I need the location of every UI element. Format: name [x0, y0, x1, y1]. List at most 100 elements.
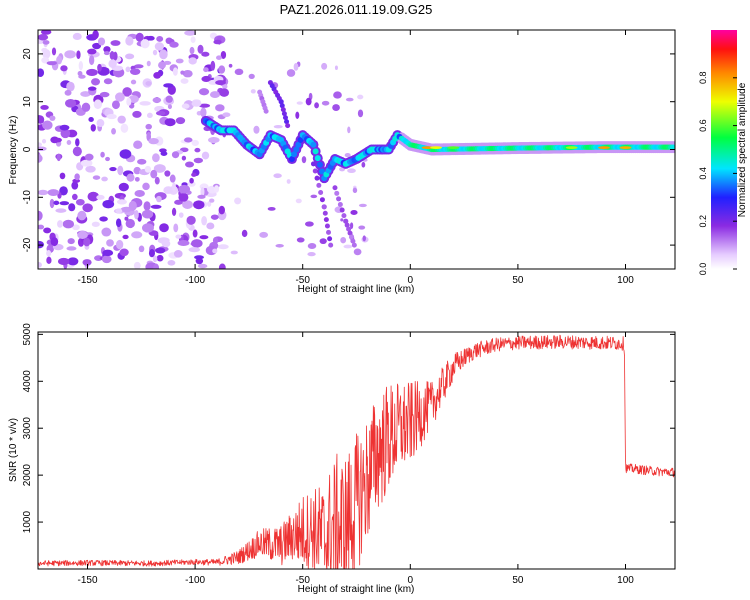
spectrogram-noise-blob [66, 246, 77, 251]
spectrogram-ridge-core [293, 146, 300, 153]
spectrogram-streak-blob [344, 222, 350, 228]
spectrogram-noise-blob [194, 255, 204, 260]
colorbar-label: Normalized spectral amplitude [737, 82, 748, 217]
spectrogram-noise-blob [67, 238, 75, 245]
spectrogram-noise-blob [178, 184, 191, 194]
spectrogram-noise-blob [307, 251, 316, 257]
spectrogram-noise-blob [38, 34, 49, 41]
spectrogram-noise-blob [57, 220, 64, 228]
spectrogram-noise-blob [115, 92, 125, 102]
spectrogram-noise-blob [163, 186, 174, 194]
spectrogram-x-tick-label: -150 [77, 275, 97, 286]
spectrogram-noise-blob [141, 209, 154, 219]
spectrogram-noise-blob [216, 55, 222, 60]
spectrogram-noise-blob [191, 172, 197, 177]
spectrogram-noise-blob [110, 40, 121, 46]
spectrogram-noise-blob [137, 158, 147, 165]
spectrogram-noise-blob [109, 51, 115, 60]
spectrogram-noise-blob [350, 210, 358, 215]
spectrogram-noise-blob [66, 140, 72, 145]
spectrogram-noise-blob [188, 247, 201, 253]
spectrogram-streak-blob [346, 226, 352, 232]
spectrogram-noise-blob [234, 197, 242, 205]
spectrogram-noise-blob [92, 175, 101, 180]
spectrogram-noise-blob [116, 199, 127, 205]
spectrogram-noise-blob [155, 247, 166, 254]
spectrogram-noise-blob [219, 88, 230, 97]
spectrogram-noise-blob [175, 117, 186, 125]
spectrogram-streak-blob [312, 168, 318, 174]
spectrogram-noise-blob [150, 204, 162, 209]
colorbar-tick-label: 0.8 [698, 72, 708, 85]
spectrogram-noise-blob [152, 153, 160, 163]
spectrogram-noise-blob [99, 216, 108, 222]
spectrogram-noise-blob [72, 193, 78, 201]
spectrogram-noise-blob [124, 216, 129, 221]
spectrogram-noise-blob [218, 263, 226, 269]
spectrogram-noise-blob [119, 248, 129, 257]
spectrogram-ridge-core [310, 141, 317, 148]
snr-y-tick-label: 5000 [22, 323, 33, 346]
spectrogram-streak-blob [336, 196, 342, 202]
spectrogram-noise-blob [53, 137, 62, 143]
spectrogram-noise-blob [135, 32, 144, 42]
snr-y-axis-label: SNR (10 * v/v) [8, 418, 19, 482]
spectrogram-ridge-core [288, 156, 295, 163]
spectrogram-noise-blob [155, 110, 166, 116]
spectrogram-noise-blob [215, 80, 226, 86]
spectrogram-noise-blob [201, 151, 210, 160]
spectrogram-noise-blob [85, 165, 96, 173]
spectrogram-streak-blob [314, 175, 320, 181]
spectrogram-noise-blob [75, 198, 85, 206]
spectrogram-noise-blob [164, 170, 171, 177]
spectrogram-noise-blob [67, 257, 79, 266]
spectrogram-noise-blob [195, 257, 204, 265]
spectrogram-noise-blob [112, 100, 120, 110]
spectrogram-noise-blob [86, 68, 98, 77]
snr-y-tick-label: 2000 [22, 464, 33, 487]
spectrogram-noise-blob [153, 164, 166, 173]
spectrogram-noise-blob [152, 97, 162, 103]
spectrogram-noise-blob [286, 179, 291, 184]
spectrogram-noise-blob [200, 107, 207, 118]
spectrogram-noise-blob [88, 55, 95, 66]
snr-x-tick-label: 0 [408, 575, 414, 586]
spectrogram-noise-blob [59, 124, 70, 131]
spectrogram-noise-blob [156, 36, 164, 42]
spectrogram-noise-blob [111, 128, 116, 135]
spectrogram-noise-blob [117, 165, 124, 176]
spectrogram-noise-blob [133, 64, 144, 69]
spectrogram-noise-blob [101, 176, 108, 182]
spectrogram-noise-blob [120, 123, 129, 133]
spectrogram-noise-blob [189, 177, 194, 184]
spectrogram-streak-blob [341, 213, 347, 219]
snr-series-line [38, 334, 675, 569]
spectrogram-noise-blob [78, 60, 84, 71]
spectrogram-noise-blob [201, 51, 210, 57]
spectrogram-noise-blob [46, 256, 52, 264]
spectrogram-noise-blob [41, 47, 48, 53]
snr-y-ticks: 1000 2000 3000 4000 5000 [22, 323, 675, 533]
spectrogram-noise-blob [184, 30, 197, 36]
spectrogram-noise-blob [184, 137, 193, 143]
spectrogram-streak-blob [351, 242, 357, 248]
spectrogram-noise-blob [40, 105, 49, 110]
snr-x-tick-label: -50 [295, 575, 310, 586]
spectrogram-noise-blob [125, 218, 135, 229]
spectrogram-noise-blob [122, 234, 129, 240]
spectrogram-noise-blob [175, 234, 182, 239]
spectrogram-noise-blob [92, 30, 99, 40]
spectrogram-noise-blob [358, 225, 366, 230]
spectrogram-noise-blob [340, 237, 347, 244]
spectrogram-ridge-core [319, 168, 326, 175]
spectrogram-noise-blob [173, 223, 179, 233]
spectrogram-noise-blob [333, 91, 342, 99]
spectrogram-noise-blob [141, 223, 154, 233]
spectrogram-noise-blob [267, 206, 276, 211]
spectrogram-noise-blob [82, 259, 92, 266]
spectrogram-noise-blob [169, 174, 176, 183]
spectrogram-noise-blob [49, 115, 56, 121]
spectrogram-noise-blob [193, 157, 204, 164]
spectrogram-noise-blob [321, 62, 328, 70]
